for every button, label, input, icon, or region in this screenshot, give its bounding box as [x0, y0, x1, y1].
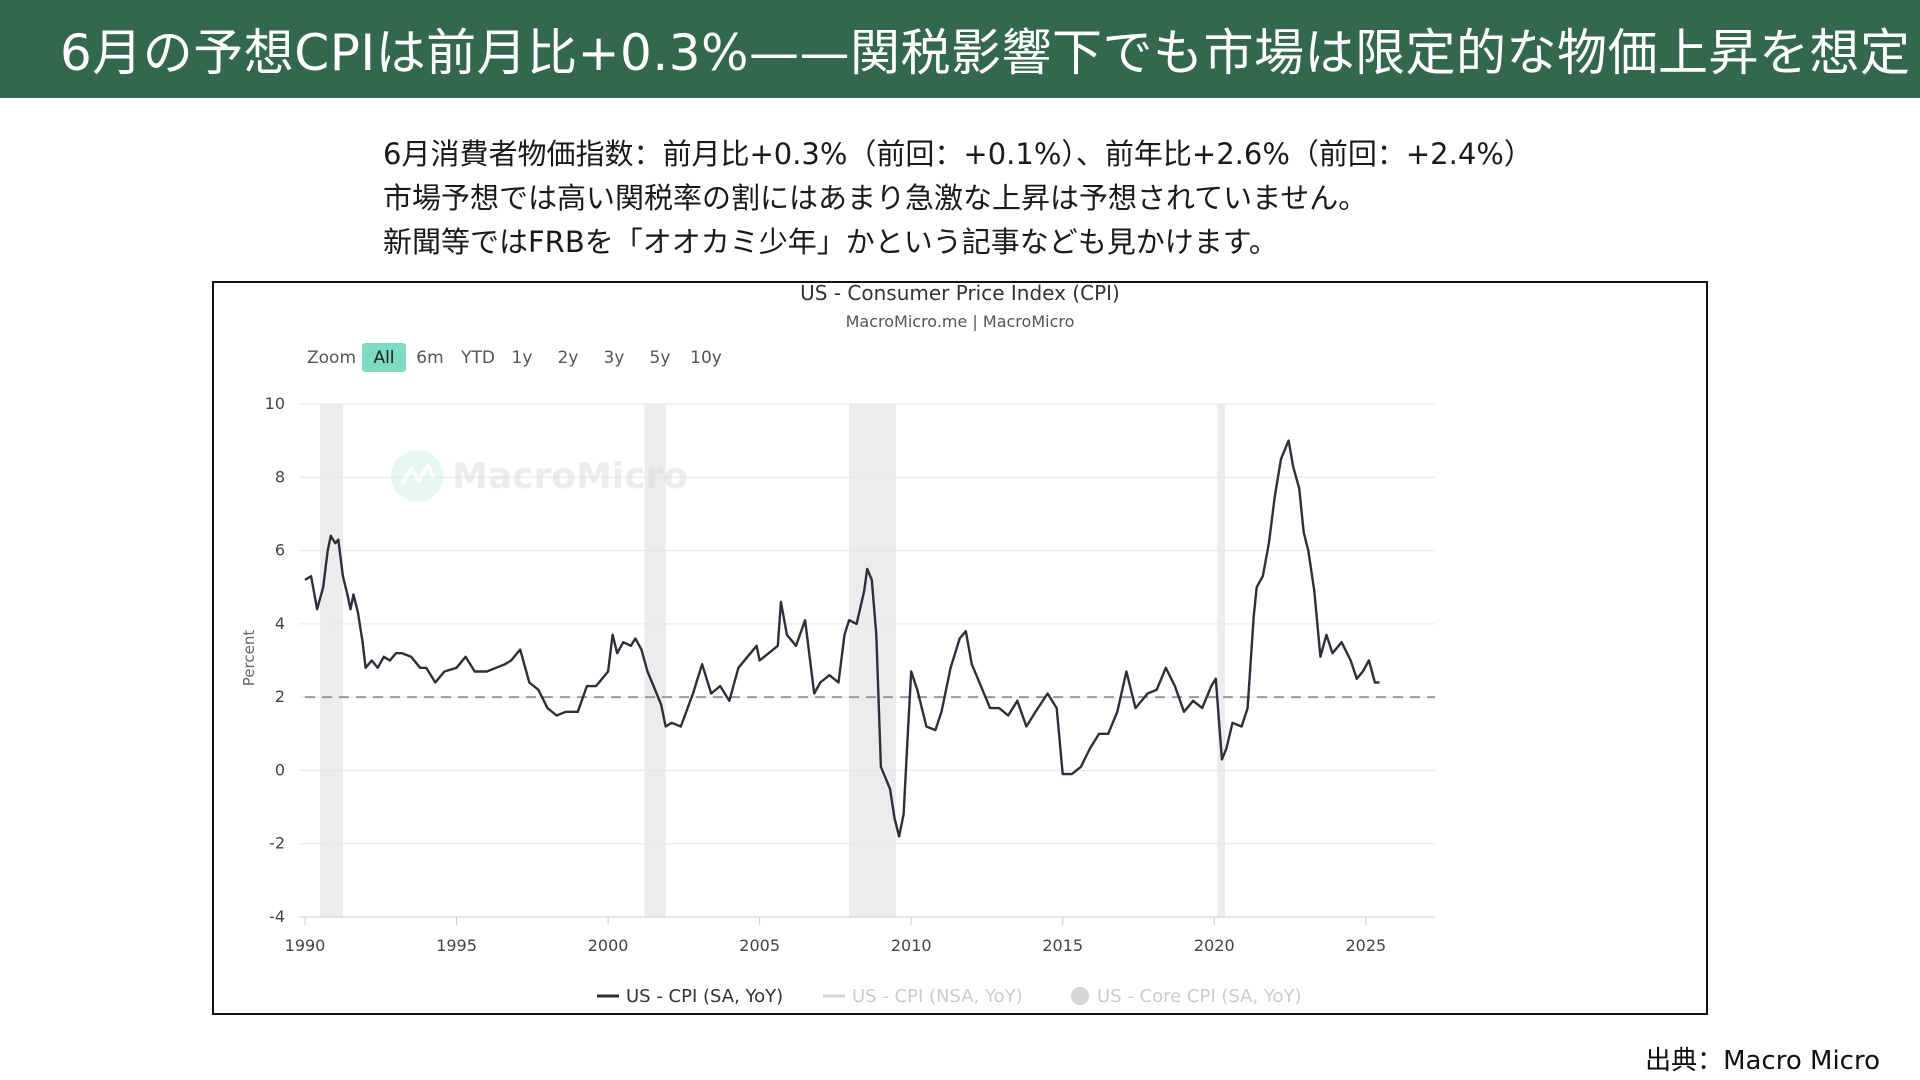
recession-band: [644, 404, 666, 917]
x-tick-label: 2000: [588, 936, 629, 955]
page-title-banner: 6月の予想CPIは前月比+0.3%——関税影響下でも市場は限定的な物価上昇を想定: [0, 0, 1920, 98]
series-line-cpi-sa-yoy: [304, 439, 1380, 838]
cpi-chart: MacroMicro 10 8 6 4 2 0 -2 -4 1990 1995 2000 2005 2…: [212, 281, 1708, 1015]
range-button-all[interactable]: All: [373, 348, 394, 368]
range-button-5y[interactable]: 5y: [650, 348, 671, 368]
legend-label: US - CPI (SA, YoY): [626, 986, 783, 1007]
watermark-logo-icon: [391, 450, 443, 502]
y-tick-label: 4: [275, 614, 285, 633]
y-tick-label: -4: [269, 907, 285, 926]
intro-line: 6月消費者物価指数：前月比+0.3%（前回：+0.1%）、前年比+2.6%（前回…: [383, 137, 1533, 171]
x-tick-label: 1990: [285, 936, 326, 955]
y-tick-label: 0: [275, 760, 285, 779]
recession-band: [320, 404, 343, 917]
x-tick-label: 2015: [1042, 936, 1083, 955]
intro-text: 6月消費者物価指数：前月比+0.3%（前回：+0.1%）、前年比+2.6%（前回…: [383, 132, 1533, 264]
x-axis-ticks: 1990 1995 2000 2005 2010 2015 2020 2025: [285, 917, 1386, 955]
legend-label: US - Core CPI (SA, YoY): [1097, 986, 1302, 1007]
source-credit: 出典：Macro Micro: [1645, 1046, 1880, 1076]
y-tick-label: 2: [275, 687, 285, 706]
intro-line: 新聞等ではFRBを「オオカミ少年」かという記事なども見かけます。: [383, 225, 1278, 259]
legend-item-cpi-nsa[interactable]: US - CPI (NSA, YoY): [823, 986, 1023, 1007]
x-tick-label: 2005: [739, 936, 780, 955]
page-title: 6月の予想CPIは前月比+0.3%——関税影響下でも市場は限定的な物価上昇を想定: [60, 24, 1911, 82]
chart-canvas: MacroMicro 10 8 6 4 2 0 -2 -4 1990 1995 2000 2005 2…: [240, 283, 1435, 1007]
y-axis-label: Percent: [240, 630, 258, 687]
x-tick-label: 1995: [436, 936, 477, 955]
recession-bands: [320, 404, 1225, 917]
y-axis-ticks: 10 8 6 4 2 0 -2 -4: [265, 394, 285, 926]
range-button-all-bg[interactable]: [362, 343, 406, 372]
range-button-10y[interactable]: 10y: [690, 348, 722, 368]
y-tick-label: 6: [275, 541, 285, 560]
range-button-3y[interactable]: 3y: [604, 348, 625, 368]
y-tick-label: 8: [275, 467, 285, 486]
legend-dot-icon: [1071, 987, 1089, 1005]
chart-subtitle: MacroMicro.me | MacroMicro: [846, 312, 1075, 331]
legend-item-core-cpi-sa[interactable]: US - Core CPI (SA, YoY): [1071, 986, 1302, 1007]
y-tick-label: 10: [265, 394, 285, 413]
x-tick-label: 2020: [1194, 936, 1235, 955]
watermark-text: MacroMicro: [452, 456, 688, 497]
chart-legend: US - CPI (SA, YoY) US - CPI (NSA, YoY) U…: [597, 986, 1302, 1007]
watermark-chart-icon: [400, 461, 436, 486]
zoom-label: Zoom: [307, 348, 356, 368]
legend-label: US - CPI (NSA, YoY): [852, 986, 1023, 1007]
range-button-2y[interactable]: 2y: [558, 348, 579, 368]
legend-item-cpi-sa[interactable]: US - CPI (SA, YoY): [597, 986, 783, 1007]
range-button-6m[interactable]: 6m: [416, 348, 443, 368]
recession-band: [849, 404, 897, 917]
watermark: MacroMicro: [391, 450, 688, 502]
recession-band: [1217, 404, 1225, 917]
chart-title: US - Consumer Price Index (CPI): [800, 283, 1120, 305]
x-tick-label: 2025: [1345, 936, 1386, 955]
range-selector: Zoom All 6m YTD 1y 2y 3y 5y 10y: [307, 343, 722, 372]
x-tick-label: 2010: [891, 936, 932, 955]
intro-line: 市場予想では高い関税率の割にはあまり急激な上昇は予想されていません。: [383, 181, 1368, 215]
range-button-1y[interactable]: 1y: [512, 348, 533, 368]
y-tick-label: -2: [269, 834, 285, 853]
range-button-ytd[interactable]: YTD: [460, 348, 495, 368]
